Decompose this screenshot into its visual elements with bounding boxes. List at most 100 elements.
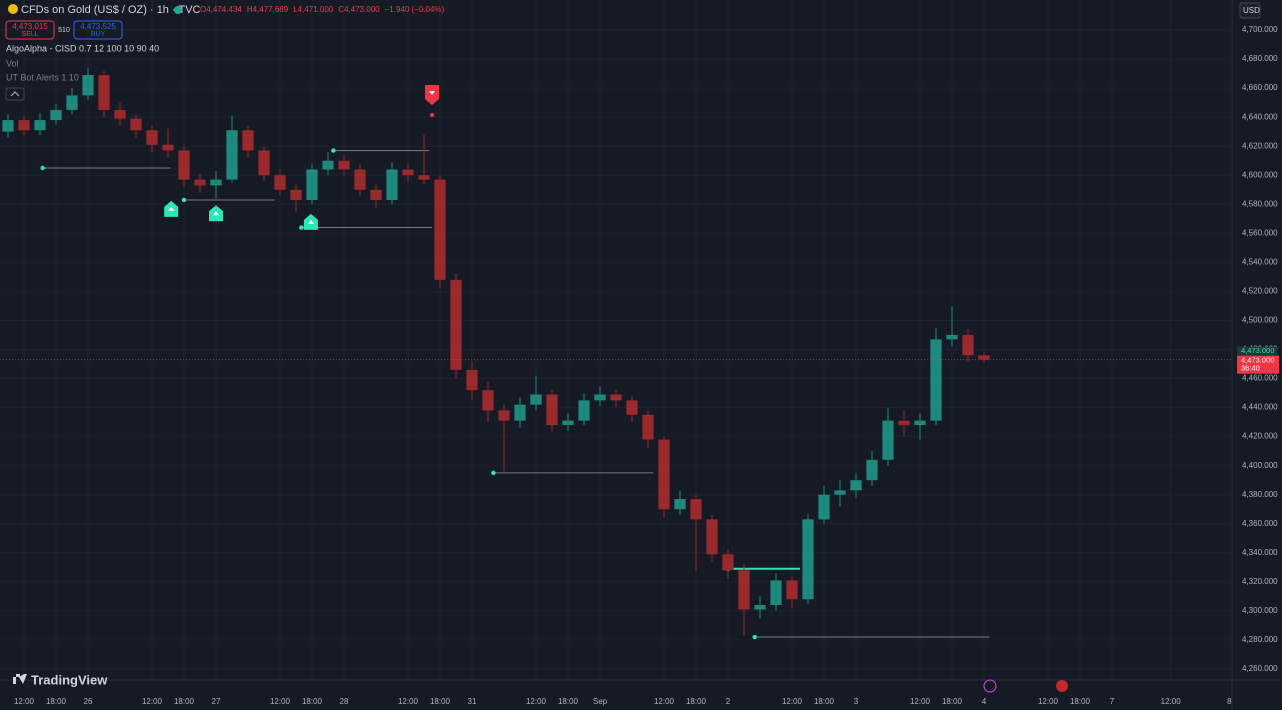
candle-body bbox=[978, 355, 990, 360]
ohlc-value: C4,473.000 bbox=[338, 5, 380, 14]
x-tick-label: 18:00 bbox=[174, 697, 195, 706]
indicator-price-label: 4,473.000 bbox=[1241, 346, 1274, 355]
x-tick-label: 27 bbox=[212, 697, 221, 706]
candle-body bbox=[882, 420, 894, 460]
candle-body bbox=[450, 279, 462, 370]
indicator-label[interactable]: Vol bbox=[6, 58, 19, 68]
candle-body bbox=[226, 130, 238, 180]
level-dot bbox=[752, 634, 757, 640]
candle-body bbox=[690, 499, 702, 520]
indicator-label[interactable]: UT Bot Alerts 1 10 bbox=[6, 72, 79, 82]
sell-arrow bbox=[429, 91, 435, 96]
sell-label: SELL bbox=[21, 31, 38, 38]
candle-body bbox=[818, 494, 830, 520]
candle-body bbox=[514, 404, 526, 421]
candle-body bbox=[306, 169, 318, 200]
candle-body bbox=[290, 189, 302, 200]
x-tick-label: 26 bbox=[84, 697, 93, 706]
buy-arrow bbox=[307, 219, 314, 224]
y-tick-label: 4,540.000 bbox=[1242, 257, 1278, 266]
x-tick-label: 12:00 bbox=[1038, 697, 1059, 706]
candle-body bbox=[962, 334, 974, 356]
candle-body bbox=[642, 414, 654, 440]
candle-body bbox=[322, 160, 334, 170]
event-icon[interactable] bbox=[983, 679, 997, 693]
grid bbox=[0, 0, 1232, 680]
candle-body bbox=[834, 490, 846, 495]
level-dot bbox=[491, 470, 496, 476]
x-tick-label: 12:00 bbox=[526, 697, 547, 706]
candle-body bbox=[338, 160, 350, 170]
candle-body bbox=[770, 580, 782, 606]
symbol-title: CFDs on Gold (US$ / OZ) · 1h · TVC bbox=[21, 4, 201, 16]
sell-button[interactable] bbox=[5, 20, 55, 40]
candle-body bbox=[418, 175, 430, 180]
currency-button[interactable] bbox=[1239, 2, 1261, 19]
candle-body bbox=[370, 189, 382, 200]
ohlc-value: O4,474.434 bbox=[200, 5, 242, 14]
candle-body bbox=[562, 420, 574, 426]
candle-body bbox=[738, 570, 750, 610]
symbol-icon bbox=[8, 4, 18, 14]
indicator-price-tag bbox=[1237, 346, 1277, 356]
candle-body bbox=[210, 179, 222, 186]
ohlc-value: L4,471.000 bbox=[293, 5, 334, 14]
y-tick-label: 4,380.000 bbox=[1242, 490, 1278, 499]
candle-body bbox=[50, 109, 62, 121]
candle-body bbox=[402, 169, 414, 176]
candle-body bbox=[466, 369, 478, 391]
candle-body bbox=[530, 394, 542, 405]
x-tick-label: 2 bbox=[726, 697, 731, 706]
candle-body bbox=[146, 130, 158, 145]
candle-body bbox=[722, 554, 734, 571]
y-tick-label: 4,460.000 bbox=[1242, 374, 1278, 383]
x-tick-label: 18:00 bbox=[814, 697, 835, 706]
candle-body bbox=[2, 120, 14, 132]
candle-body bbox=[930, 339, 942, 421]
event-icon[interactable] bbox=[1056, 680, 1068, 692]
x-tick-label: 12:00 bbox=[782, 697, 803, 706]
collapse-button[interactable] bbox=[5, 87, 25, 101]
ohlc-readout: O4,474.434 H4,477.689 L4,471.000 C4,473.000… bbox=[200, 5, 445, 14]
x-tick-label: 18:00 bbox=[558, 697, 579, 706]
x-tick-label: 12:00 bbox=[398, 697, 419, 706]
ohlc-value: −1.940 (−0.04%) bbox=[385, 5, 445, 14]
candle-body bbox=[114, 109, 126, 119]
y-tick-label: 4,360.000 bbox=[1242, 519, 1278, 528]
buy-button[interactable] bbox=[73, 20, 123, 40]
y-tick-label: 4,660.000 bbox=[1242, 83, 1278, 92]
sell-dot bbox=[430, 113, 434, 118]
x-tick-label: 18:00 bbox=[942, 697, 963, 706]
x-tick-label: 7 bbox=[1110, 697, 1115, 706]
indicator-label[interactable]: AlgoAlpha - CISD 0.7 12 100 10 90 40 bbox=[6, 43, 159, 53]
brand-logo bbox=[10, 674, 27, 684]
buy-price: 4,473.525 bbox=[80, 22, 116, 31]
candle-body bbox=[754, 605, 766, 610]
candle-body bbox=[98, 75, 110, 110]
x-tick-label: 3 bbox=[854, 697, 859, 706]
candle-body bbox=[706, 519, 718, 555]
candle-body bbox=[34, 120, 46, 131]
candle-body bbox=[866, 459, 878, 481]
candle-body bbox=[482, 390, 494, 411]
candle-body bbox=[258, 150, 270, 176]
y-tick-label: 4,440.000 bbox=[1242, 403, 1278, 412]
level-dot bbox=[299, 225, 304, 230]
x-tick-label: 12:00 bbox=[1161, 697, 1182, 706]
candle-body bbox=[914, 420, 926, 426]
candle-body bbox=[578, 400, 590, 421]
level-dot bbox=[181, 197, 187, 203]
sell-price: 4,473.015 bbox=[12, 22, 48, 31]
x-tick-label: 12:00 bbox=[910, 697, 931, 706]
x-tick-label: 8 bbox=[1227, 697, 1232, 706]
x-tick-label: 18:00 bbox=[1070, 697, 1091, 706]
y-tick-label: 4,600.000 bbox=[1242, 170, 1278, 179]
x-tick-label: 18:00 bbox=[686, 697, 707, 706]
candle-body bbox=[626, 400, 638, 415]
buy-label: BUY bbox=[91, 31, 106, 38]
collapse-icon bbox=[10, 91, 20, 97]
candle-body bbox=[850, 480, 862, 491]
market-status bbox=[174, 6, 182, 14]
candle-body bbox=[242, 130, 254, 151]
